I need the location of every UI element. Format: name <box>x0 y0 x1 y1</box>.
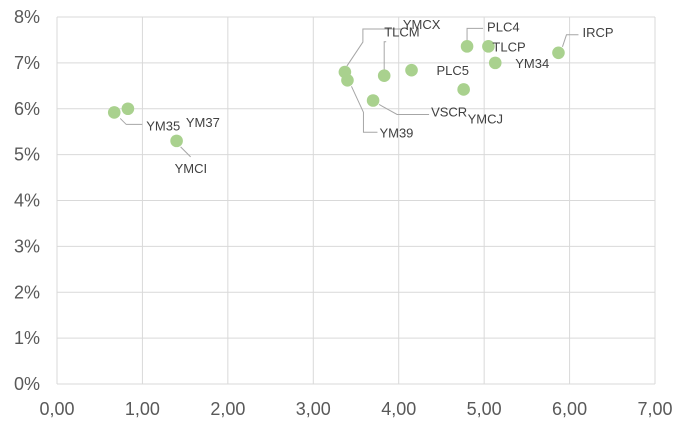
data-point-vscr <box>366 94 380 107</box>
data-point-plc4 <box>460 40 474 53</box>
data-label-tlcm: TLCM <box>384 25 419 40</box>
data-labels: YM35 YM37 YMCI YMCX YM39 VSCR TLCM PLC5 YMCJ PLC4… <box>146 17 613 176</box>
data-point-ymci <box>170 134 183 148</box>
x-tick-label: 3,00 <box>296 399 331 419</box>
data-point-ircp <box>552 46 565 60</box>
leader-line-ym39 <box>351 86 378 133</box>
y-tick-label: 8% <box>14 7 40 27</box>
data-point-plc5 <box>405 63 418 77</box>
data-point-tlcm <box>377 69 391 83</box>
y-tick-label: 7% <box>14 53 40 73</box>
x-tick-label: 0,00 <box>39 399 74 419</box>
data-point-ym39 <box>341 74 354 87</box>
grid-lines <box>57 16 656 384</box>
data-point-tlcp <box>482 40 495 53</box>
data-point-ymcj <box>457 83 470 96</box>
leader-line-ym35 <box>119 118 143 125</box>
leader-line-plc4 <box>466 27 484 41</box>
data-label-plc4: PLC4 <box>487 19 520 34</box>
leader-line-ymcx <box>346 28 401 67</box>
data-label-ym39: YM39 <box>379 125 413 140</box>
leader-line-ircp <box>561 34 579 47</box>
y-tick-label: 3% <box>14 236 40 256</box>
data-point-ym34 <box>488 56 502 70</box>
x-tick-label: 4,00 <box>381 399 416 419</box>
data-label-vscr: VSCR <box>431 104 467 119</box>
data-label-ymcx: YMCX <box>403 17 441 32</box>
data-point-ym35 <box>107 106 121 119</box>
y-tick-label: 0% <box>14 374 40 394</box>
data-label-plc5: PLC5 <box>437 63 470 78</box>
data-label-ym34: YM34 <box>515 56 549 71</box>
leader-line-ymci <box>180 146 191 158</box>
data-points <box>107 40 565 148</box>
data-label-ym35: YM35 <box>146 118 180 133</box>
data-point-ym37 <box>121 102 135 116</box>
x-tick-label: 5,00 <box>467 399 502 419</box>
data-label-tlcp: TLCP <box>492 39 525 54</box>
data-label-ymci: YMCI <box>175 161 208 176</box>
x-tick-label: 1,00 <box>125 399 160 419</box>
x-tick-label: 7,00 <box>637 399 672 419</box>
data-label-leaders <box>119 27 579 158</box>
y-axis-ticks: 0% 1% 2% 3% 4% 5% 6% 7% 8% <box>14 7 40 394</box>
x-tick-label: 2,00 <box>210 399 245 419</box>
data-label-ym37: YM37 <box>186 115 220 130</box>
y-tick-label: 5% <box>14 145 40 165</box>
y-tick-label: 4% <box>14 191 40 211</box>
y-tick-label: 2% <box>14 282 40 302</box>
data-label-ymcj: YMCJ <box>468 111 503 126</box>
x-axis-ticks: 0,00 1,00 2,00 3,00 4,00 5,00 6,00 7,00 <box>39 399 672 419</box>
data-label-ircp: IRCP <box>582 25 613 40</box>
axes <box>56 17 655 385</box>
leader-line-tlcm <box>383 41 387 70</box>
y-tick-label: 6% <box>14 99 40 119</box>
y-tick-label: 1% <box>14 328 40 348</box>
x-tick-label: 6,00 <box>552 399 587 419</box>
leader-line-vscr <box>378 104 430 115</box>
